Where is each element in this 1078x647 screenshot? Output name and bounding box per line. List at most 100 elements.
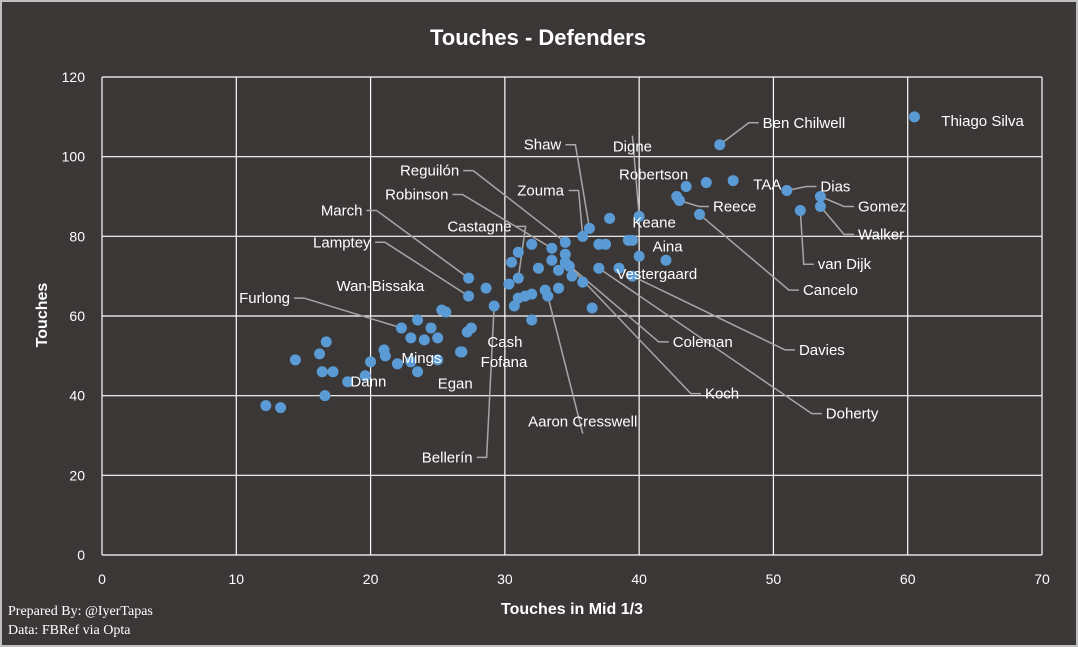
data-point: [526, 288, 538, 300]
leader-line-cancelo: [699, 213, 799, 291]
data-point: [526, 238, 538, 250]
point-label-castagne: Castagne: [447, 218, 511, 235]
point-label-cancelo: Cancelo: [803, 282, 858, 299]
point-label-robinson: Robinson: [385, 187, 448, 204]
data-point: [553, 264, 565, 276]
point-label-dias: Dias: [820, 179, 850, 196]
data-point: [781, 185, 793, 197]
x-axis-label: Touches in Mid 1/3: [501, 601, 643, 618]
leader-line-koch: [568, 265, 701, 395]
point-label-keane: Keane: [632, 214, 675, 231]
data-point: [586, 302, 598, 314]
data-point: [626, 270, 638, 282]
data-point: [342, 376, 354, 388]
point-label-aaron-cresswell: Aaron Cresswell: [528, 414, 637, 431]
point-label-ben-chilwell: Ben Chilwell: [763, 115, 846, 132]
data-point: [319, 390, 331, 402]
leader-line-march: [366, 209, 470, 279]
data-point: [794, 204, 806, 216]
x-tick-label: 30: [497, 571, 513, 587]
data-point: [412, 366, 424, 378]
data-point: [440, 306, 452, 318]
data-point: [577, 230, 589, 242]
y-tick-label: 80: [69, 228, 85, 244]
point-label-furlong: Furlong: [239, 290, 290, 307]
credit-data-source: Data: FBRef via Opta: [8, 623, 131, 638]
leader-line-zouma: [568, 189, 584, 237]
x-tick-label: 50: [766, 571, 782, 587]
y-tick-label: 0: [77, 547, 85, 563]
data-point: [593, 262, 605, 274]
data-point: [391, 358, 403, 370]
leader-lines: [294, 122, 855, 459]
data-point: [512, 246, 524, 258]
data-point: [583, 222, 595, 234]
data-point: [539, 284, 551, 296]
data-point: [314, 348, 326, 360]
y-tick-label: 40: [69, 388, 85, 404]
x-tick-label: 40: [631, 571, 647, 587]
y-tick-label: 100: [62, 149, 86, 165]
point-labels: Thiago Silva Ben Chilwell TAA Dias Gomez Walk…: [239, 113, 1024, 467]
data-point: [412, 314, 424, 326]
point-label-aina: Aina: [653, 238, 684, 255]
point-label-reguilon: Reguilón: [400, 163, 459, 180]
leader-line-furlong: [294, 297, 402, 329]
data-point: [432, 332, 444, 344]
leader-line-bellerin: [476, 306, 495, 459]
leader-line-shaw: [565, 143, 591, 229]
data-point: [622, 234, 634, 246]
data-point: [480, 282, 492, 294]
data-point: [395, 322, 407, 334]
data-point: [566, 270, 578, 282]
point-label-fofana: Fofana: [481, 354, 528, 371]
point-label-march: March: [321, 202, 363, 219]
point-label-reece: Reece: [713, 198, 756, 215]
point-label-egan: Egan: [438, 376, 473, 393]
data-point: [577, 276, 589, 288]
leader-line-davies: [632, 275, 795, 351]
data-points: [260, 111, 920, 414]
data-point: [275, 402, 287, 414]
data-point: [546, 254, 558, 266]
data-point: [553, 282, 565, 294]
point-label-van-dijk: van Dijk: [818, 256, 872, 273]
point-label-wan-bissaka: Wan-Bissaka: [336, 278, 424, 295]
point-label-coleman: Coleman: [673, 334, 733, 351]
leader-line-gomez: [820, 195, 855, 208]
credit-prepared-by: Prepared By: @IyerTapas: [8, 604, 153, 619]
data-point: [613, 262, 625, 274]
leader-line-castagne: [515, 225, 527, 279]
data-point: [488, 300, 500, 312]
data-point: [671, 191, 683, 202]
data-point: [425, 322, 437, 334]
gridlines: [101, 76, 1043, 556]
data-point: [694, 208, 706, 220]
data-point: [379, 350, 391, 362]
x-tick-label: 10: [228, 571, 244, 587]
data-point: [559, 248, 571, 260]
point-label-koch: Koch: [705, 386, 739, 403]
data-point: [600, 238, 612, 250]
leader-line-reguilon: [463, 169, 566, 243]
point-label-robertson: Robertson: [619, 167, 688, 184]
leader-line-reece: [679, 199, 709, 208]
data-point: [506, 256, 518, 268]
data-point: [463, 272, 475, 284]
data-point: [327, 366, 339, 378]
data-point: [289, 354, 301, 366]
y-tick-label: 60: [69, 308, 85, 324]
point-label-gomez: Gomez: [858, 198, 906, 215]
data-point: [526, 314, 538, 326]
data-point: [633, 250, 645, 262]
x-tick-label: 0: [98, 571, 106, 587]
y-axis-label: Touches: [34, 283, 51, 348]
data-point: [814, 191, 826, 202]
point-label-walker: Walker: [858, 226, 904, 243]
point-label-digne: Digne: [613, 139, 652, 156]
data-point: [604, 212, 616, 224]
leader-line-dias: [786, 185, 817, 192]
